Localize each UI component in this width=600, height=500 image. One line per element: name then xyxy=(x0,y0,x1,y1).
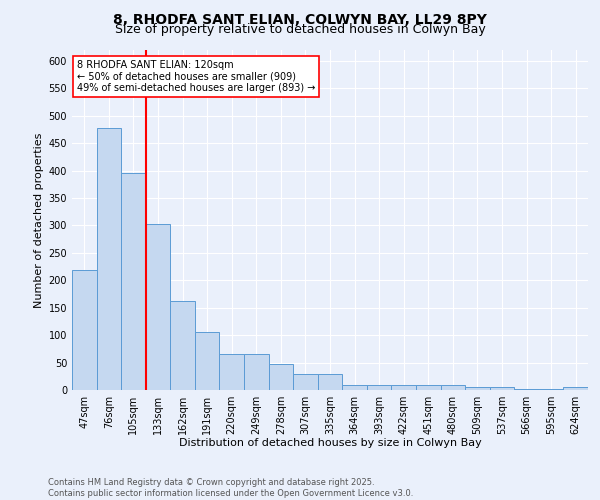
Bar xyxy=(539,389,563,390)
Bar xyxy=(293,374,318,390)
Bar xyxy=(367,385,391,390)
Bar xyxy=(269,364,293,390)
Text: 8, RHODFA SANT ELIAN, COLWYN BAY, LL29 8PY: 8, RHODFA SANT ELIAN, COLWYN BAY, LL29 8… xyxy=(113,12,487,26)
Bar xyxy=(465,388,490,390)
Bar xyxy=(121,174,146,390)
Bar xyxy=(391,385,416,390)
X-axis label: Distribution of detached houses by size in Colwyn Bay: Distribution of detached houses by size … xyxy=(179,438,481,448)
Bar xyxy=(220,354,244,390)
Bar xyxy=(514,389,539,390)
Bar xyxy=(72,270,97,390)
Bar xyxy=(490,388,514,390)
Text: Contains HM Land Registry data © Crown copyright and database right 2025.
Contai: Contains HM Land Registry data © Crown c… xyxy=(48,478,413,498)
Bar xyxy=(318,374,342,390)
Bar xyxy=(146,224,170,390)
Y-axis label: Number of detached properties: Number of detached properties xyxy=(34,132,44,308)
Bar xyxy=(440,385,465,390)
Bar xyxy=(244,354,269,390)
Bar xyxy=(342,385,367,390)
Bar xyxy=(195,332,220,390)
Bar xyxy=(170,300,195,390)
Bar xyxy=(563,388,588,390)
Text: Size of property relative to detached houses in Colwyn Bay: Size of property relative to detached ho… xyxy=(115,22,485,36)
Text: 8 RHODFA SANT ELIAN: 120sqm
← 50% of detached houses are smaller (909)
49% of se: 8 RHODFA SANT ELIAN: 120sqm ← 50% of det… xyxy=(77,60,316,94)
Bar xyxy=(416,385,440,390)
Bar xyxy=(97,128,121,390)
